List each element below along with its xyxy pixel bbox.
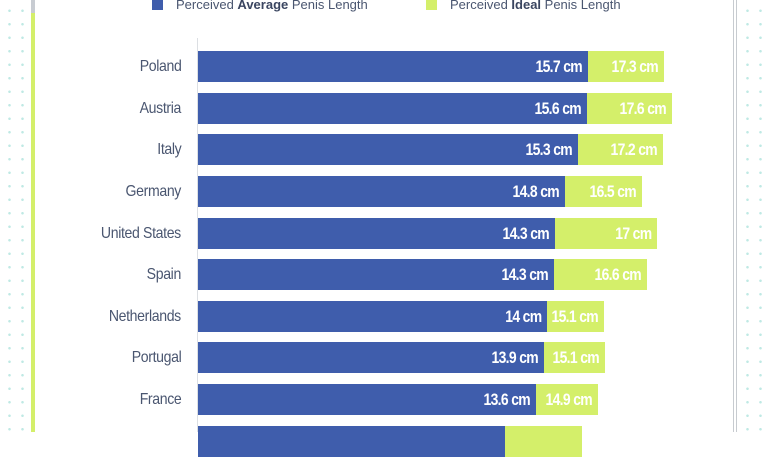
bar-average	[198, 426, 505, 457]
chart-row: Austria 17.6 cm 15.6 cm	[0, 93, 768, 124]
bar-value-ideal: 17 cm	[615, 223, 652, 243]
bar-value-average: 14.3 cm	[502, 223, 550, 243]
legend-label-ideal: Perceived Ideal Penis Length	[450, 0, 621, 12]
bar-average: 14.8 cm	[198, 176, 565, 207]
bar-value-ideal: 16.6 cm	[594, 264, 642, 284]
bar-value-ideal: 15.1 cm	[552, 347, 600, 367]
country-label: Netherlands	[108, 308, 181, 325]
country-label: France	[139, 391, 181, 408]
country-label: Austria	[139, 100, 182, 117]
bar-value-average: 15.6 cm	[534, 98, 582, 118]
chart-legend: Perceived Average Penis Length Perceived…	[0, 0, 768, 13]
legend-item-ideal: Perceived Ideal Penis Length	[426, 0, 621, 13]
chart-row: Italy 17.2 cm 15.3 cm	[0, 134, 768, 165]
bar-value-ideal: 16.5 cm	[589, 181, 637, 201]
bar-average: 13.9 cm	[198, 342, 544, 373]
frame-left-top	[31, 0, 35, 13]
frame-right-border-inner	[736, 0, 737, 432]
bar-value-average: 14 cm	[505, 306, 542, 326]
bar-value-ideal: 14.9 cm	[545, 389, 593, 409]
dot-pattern-left	[0, 0, 30, 432]
bar-average: 14.3 cm	[198, 259, 554, 290]
bar-value-average: 14.8 cm	[512, 181, 560, 201]
bar-value-ideal: 17.2 cm	[610, 139, 658, 159]
chart-row: France 14.9 cm 13.6 cm	[0, 384, 768, 415]
bar-value-average: 13.6 cm	[483, 389, 531, 409]
chart-row: United States 17 cm 14.3 cm	[0, 218, 768, 249]
bar-value-average: 15.3 cm	[525, 139, 573, 159]
country-label: Poland	[139, 58, 181, 75]
bar-average: 14 cm	[198, 301, 547, 332]
bar-value-average: 13.9 cm	[491, 347, 539, 367]
chart-row: Spain 16.6 cm 14.3 cm	[0, 259, 768, 290]
chart-row: Poland 17.3 cm 15.7 cm	[0, 51, 768, 82]
frame-right-border	[733, 0, 734, 432]
y-axis-line	[197, 38, 198, 432]
country-label: United States	[101, 225, 181, 242]
accent-stripe-left	[31, 13, 35, 432]
country-label: Italy	[156, 141, 181, 158]
bar-value-average: 14.3 cm	[501, 264, 549, 284]
bar-average: 15.7 cm	[198, 51, 588, 82]
country-label: Spain	[146, 266, 182, 283]
bar-average: 13.6 cm	[198, 384, 536, 415]
chart-row: Germany 16.5 cm 14.8 cm	[0, 176, 768, 207]
bar-value-ideal: 17.3 cm	[611, 56, 659, 76]
dot-pattern-right	[738, 0, 768, 432]
legend-item-average: Perceived Average Penis Length	[152, 0, 368, 13]
chart-row: Netherlands 15.1 cm 14 cm	[0, 301, 768, 332]
bar-average: 14.3 cm	[198, 218, 555, 249]
bar-value-ideal: 17.6 cm	[619, 98, 667, 118]
bar-value-average: 15.7 cm	[535, 56, 583, 76]
legend-label-average: Perceived Average Penis Length	[176, 0, 368, 12]
legend-swatch-ideal	[426, 0, 437, 10]
bar-value-ideal: 15.1 cm	[551, 306, 599, 326]
chart-row: Portugal 15.1 cm 13.9 cm	[0, 342, 768, 373]
bar-average: 15.3 cm	[198, 134, 578, 165]
chart-row	[0, 426, 768, 457]
bar-average: 15.6 cm	[198, 93, 587, 124]
country-label: Portugal	[131, 349, 181, 366]
country-label: Germany	[125, 183, 182, 200]
legend-swatch-average	[152, 0, 163, 10]
